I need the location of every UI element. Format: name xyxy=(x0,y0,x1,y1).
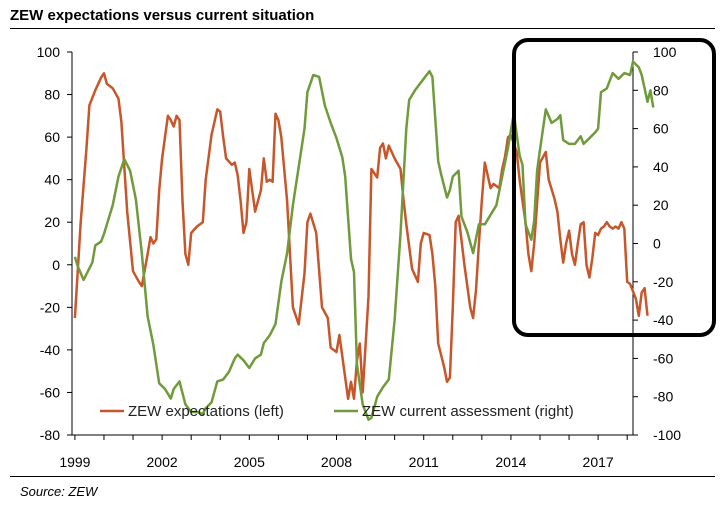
x-tick-label: 2017 xyxy=(583,454,614,470)
x-tick-label: 2014 xyxy=(495,454,526,470)
right-tick-label: -20 xyxy=(653,274,673,290)
series-line-expectations xyxy=(73,72,649,401)
left-tick-label: -20 xyxy=(40,299,60,315)
source-note: Source: ZEW xyxy=(20,484,98,499)
left-tick-label: -60 xyxy=(40,384,60,400)
x-tick-label: 2005 xyxy=(234,454,265,470)
right-tick-label: 20 xyxy=(653,197,669,213)
right-tick-label: 60 xyxy=(653,121,669,137)
chart-title: ZEW expectations versus current situatio… xyxy=(10,7,315,24)
legend-expectations-label: ZEW expectations (left) xyxy=(128,403,284,420)
right-tick-label: 0 xyxy=(653,236,661,252)
x-tick-label: 1999 xyxy=(59,454,90,470)
right-tick-label: 80 xyxy=(653,82,669,98)
left-tick-label: -80 xyxy=(40,427,60,443)
right-tick-label: -60 xyxy=(653,350,673,366)
series-line-current-assessment xyxy=(73,60,655,421)
left-tick-label: 60 xyxy=(44,129,60,145)
x-tick-label: 2008 xyxy=(321,454,352,470)
title-divider xyxy=(10,28,715,29)
x-tick-label: 2002 xyxy=(147,454,178,470)
legend-current-assessment-label: ZEW current assessment (right) xyxy=(362,403,574,420)
x-tick-label: 2011 xyxy=(409,454,439,470)
right-tick-label: 100 xyxy=(653,44,677,60)
left-tick-label: 0 xyxy=(52,257,60,273)
left-tick-label: 20 xyxy=(44,214,60,230)
left-tick-label: 100 xyxy=(37,44,61,60)
left-tick-label: 40 xyxy=(44,172,60,188)
right-tick-label: 40 xyxy=(653,159,669,175)
highlight-box xyxy=(512,38,716,337)
axes xyxy=(67,51,638,440)
left-tick-label: 80 xyxy=(44,87,60,103)
left-tick-label: -40 xyxy=(40,342,60,358)
legend: ZEW expectations (left) ZEW current asses… xyxy=(100,403,574,420)
tick-labels: -80 -60 -40 -20 0 20 40 60 80 100 -100 -80 -60 -40 -20… xyxy=(37,44,682,470)
series-lines xyxy=(73,60,655,421)
right-tick-label: -40 xyxy=(653,312,673,328)
right-tick-label: -100 xyxy=(653,427,681,443)
right-tick-label: -80 xyxy=(653,389,673,405)
source-divider xyxy=(10,476,715,477)
